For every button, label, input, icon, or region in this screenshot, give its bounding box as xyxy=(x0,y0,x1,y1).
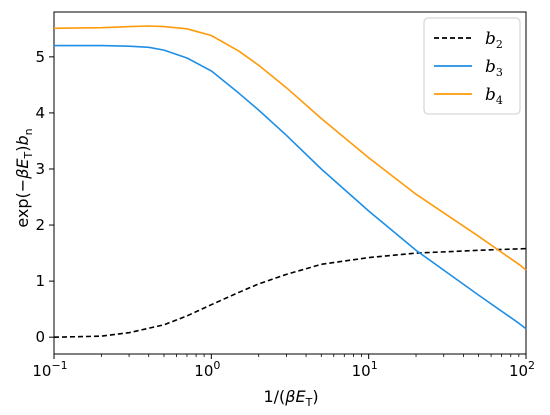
plot-frame xyxy=(53,11,527,355)
series-line-b3 xyxy=(54,44,527,330)
legend-item-b2: b2 xyxy=(434,29,503,51)
y-axis-label: exp(−βET)bn xyxy=(13,128,35,227)
legend-label-b4: b4 xyxy=(485,85,503,107)
legend: b2 b3 b4 xyxy=(423,17,521,115)
y-tick-label-5: 5 xyxy=(35,48,45,66)
legend-label-b2: b2 xyxy=(485,29,503,51)
y-tick-label-0: 0 xyxy=(35,328,45,346)
x-axis-label: 1/(βET) xyxy=(263,387,318,409)
legend-label-b3: b3 xyxy=(485,57,503,79)
plot-area: 0 1 2 3 4 5 10−1 100 101 102 xyxy=(32,11,535,380)
y-tick-label-3: 3 xyxy=(35,160,45,178)
series-line-b2 xyxy=(53,247,527,338)
legend-item-b3: b3 xyxy=(434,57,503,79)
x-tick-label-3: 102 xyxy=(509,359,535,380)
series-line-b4 xyxy=(53,25,527,271)
legend-item-b4: b4 xyxy=(434,85,503,107)
y-tick-label-1: 1 xyxy=(35,272,45,290)
y-tick-label-2: 2 xyxy=(35,216,45,234)
y-tick-label-4: 4 xyxy=(35,104,45,122)
x-tick-label-0: 10−1 xyxy=(32,359,67,380)
x-tick-label-2: 101 xyxy=(352,359,378,380)
x-tick-label-1: 100 xyxy=(194,359,220,380)
